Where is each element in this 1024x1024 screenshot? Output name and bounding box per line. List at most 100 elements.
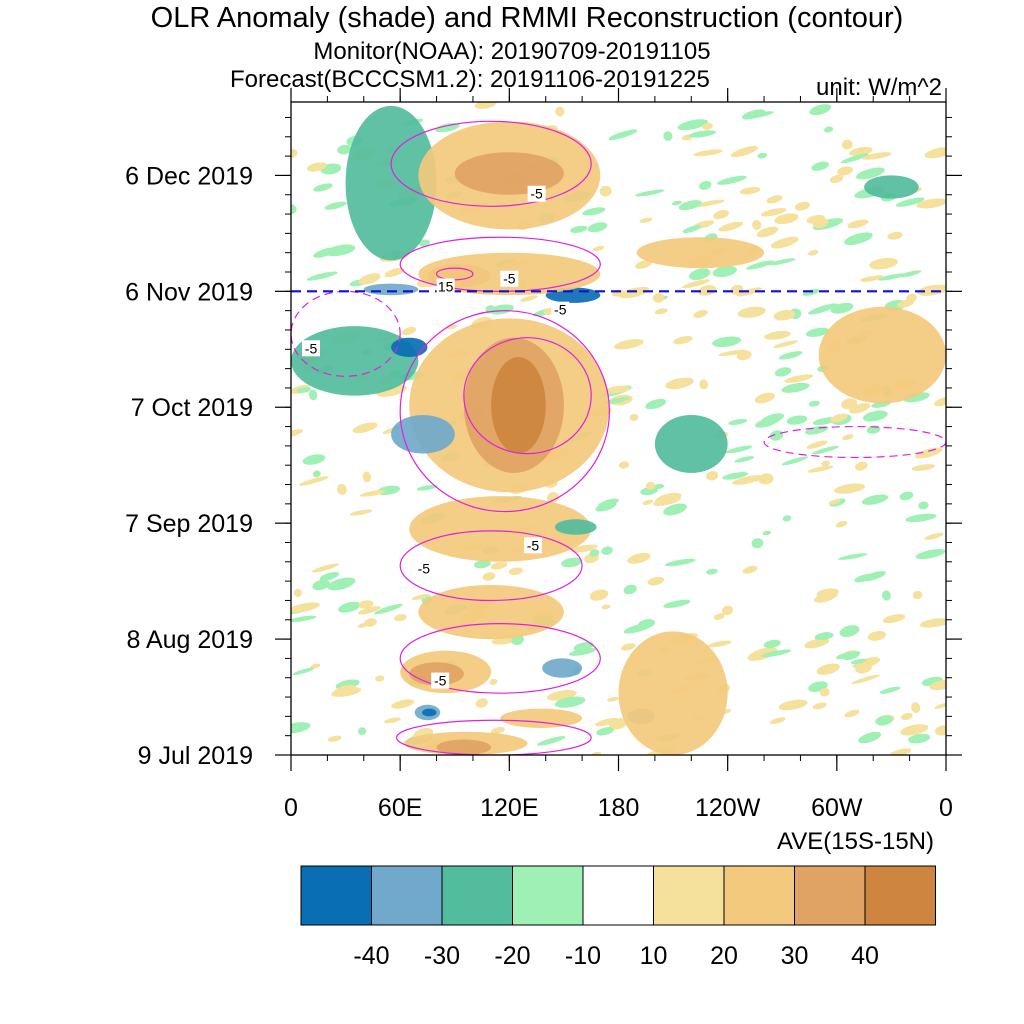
anomaly-speckle — [823, 126, 834, 133]
anomaly-speckle — [721, 605, 734, 616]
contour-label: -5 — [503, 271, 516, 287]
anomaly-speckle — [812, 217, 829, 229]
anomaly-speckle — [770, 236, 799, 249]
anomaly-speckle — [358, 727, 367, 736]
anomaly-speckle — [384, 267, 405, 278]
anomaly-speckle — [482, 572, 496, 581]
anomaly-speckle — [929, 679, 946, 691]
rmmi-contours — [291, 120, 946, 755]
anomaly-speckle — [561, 557, 583, 568]
anomaly-speckle — [781, 382, 810, 393]
anomaly-speckle — [291, 602, 320, 613]
anomaly-region — [391, 337, 428, 358]
anomaly-speckle — [933, 620, 946, 626]
rmmi-contour — [763, 425, 946, 459]
anomaly-speckle — [312, 470, 321, 478]
anomaly-speckle — [489, 304, 514, 315]
anomaly-speckle — [901, 712, 913, 720]
anomaly-speckle — [324, 201, 347, 210]
anomaly-speckle — [934, 725, 946, 736]
average-band-label: AVE(15S-15N) — [777, 828, 934, 855]
colorbar-box — [300, 865, 372, 926]
anomaly-speckle — [855, 461, 868, 471]
anomaly-speckle — [863, 275, 884, 282]
chart-title: OLR Anomaly (shade) and RMMI Reconstruct… — [150, 2, 904, 34]
anomaly-speckle — [570, 225, 588, 233]
colorbar-box — [512, 865, 584, 926]
anomaly-speckle — [713, 613, 725, 620]
anomaly-speckle — [699, 379, 708, 390]
anomaly-speckle — [536, 736, 566, 746]
anomaly-speckle — [934, 702, 946, 709]
anomaly-speckle — [311, 563, 340, 573]
anomaly-speckle — [591, 751, 602, 755]
anomaly-speckle — [734, 456, 755, 463]
anomaly-speckle — [834, 483, 866, 494]
colorbar-label: -40 — [353, 942, 389, 970]
rmmi-contour — [390, 120, 592, 207]
anomaly-speckle — [728, 418, 748, 425]
anomaly-speckle — [693, 149, 723, 157]
anomaly-speckle — [601, 604, 611, 610]
colorbar-box — [794, 865, 866, 926]
anomaly-speckle — [391, 699, 415, 709]
anomaly-region — [422, 708, 437, 717]
anomaly-speckle — [325, 244, 356, 257]
anomaly-speckle — [924, 147, 946, 159]
anomaly-speckle — [508, 567, 523, 575]
anomaly-speckle — [895, 197, 925, 207]
contour-label: -5 — [305, 340, 318, 356]
anomaly-speckle — [732, 475, 763, 485]
anomaly-speckle — [869, 257, 898, 270]
anomaly-speckle — [767, 258, 796, 266]
anomaly-speckle — [362, 471, 371, 483]
anomaly-speckle — [336, 483, 347, 495]
anomaly-speckle — [474, 102, 497, 109]
x-tick-label: 0 — [284, 794, 298, 822]
anomaly-speckle — [663, 131, 673, 142]
anomaly-speckle — [722, 472, 749, 480]
anomaly-speckle — [866, 425, 881, 434]
y-tick-label: 6 Nov 2019 — [125, 278, 253, 306]
anomaly-speckle — [911, 464, 936, 471]
anomaly-speckle — [350, 509, 373, 516]
anomaly-speckle — [805, 327, 830, 337]
anomaly-speckle — [862, 152, 892, 160]
anomaly-speckle — [830, 413, 848, 423]
anomaly-speckle — [844, 709, 860, 718]
anomaly-speckle — [596, 727, 614, 736]
anomaly-region — [554, 519, 597, 535]
anomaly-speckle — [489, 678, 498, 685]
anomaly-speckle — [394, 614, 407, 622]
anomaly-speckle — [730, 145, 759, 158]
anomaly-speckle — [736, 287, 763, 297]
anomaly-speckle — [862, 410, 888, 422]
forecast-subtitle: Forecast(BCCCSM1.2): 20191106-20191225 — [230, 66, 710, 93]
anomaly-speckle — [384, 717, 401, 724]
contour-label: -5 — [530, 186, 543, 202]
anomaly-speckle — [374, 603, 403, 615]
anomaly-speckle — [742, 565, 758, 574]
anomaly-speckle — [821, 460, 830, 467]
anomaly-speckle — [774, 213, 799, 225]
anomaly-speckle — [747, 647, 778, 661]
anomaly-speckle — [849, 402, 871, 414]
anomaly-speckle — [835, 520, 848, 528]
anomaly-speckle — [652, 496, 681, 506]
anomaly-speckle — [638, 619, 655, 629]
anomaly-speckle — [718, 349, 747, 357]
anomaly-speckle — [618, 461, 630, 469]
anomaly-speckle — [725, 445, 753, 454]
anomaly-speckle — [663, 503, 687, 516]
anomaly-speckle — [806, 440, 828, 449]
anomaly-speckle — [807, 249, 819, 256]
anomaly-region — [864, 175, 919, 199]
anomaly-speckle — [647, 576, 665, 586]
anomaly-speckle — [814, 632, 834, 641]
anomaly-speckle — [889, 748, 912, 755]
anomaly-speckle — [435, 123, 460, 133]
anomaly-speckle — [882, 614, 906, 624]
anomaly-speckle — [357, 606, 381, 615]
anomaly-speckle — [754, 392, 775, 404]
